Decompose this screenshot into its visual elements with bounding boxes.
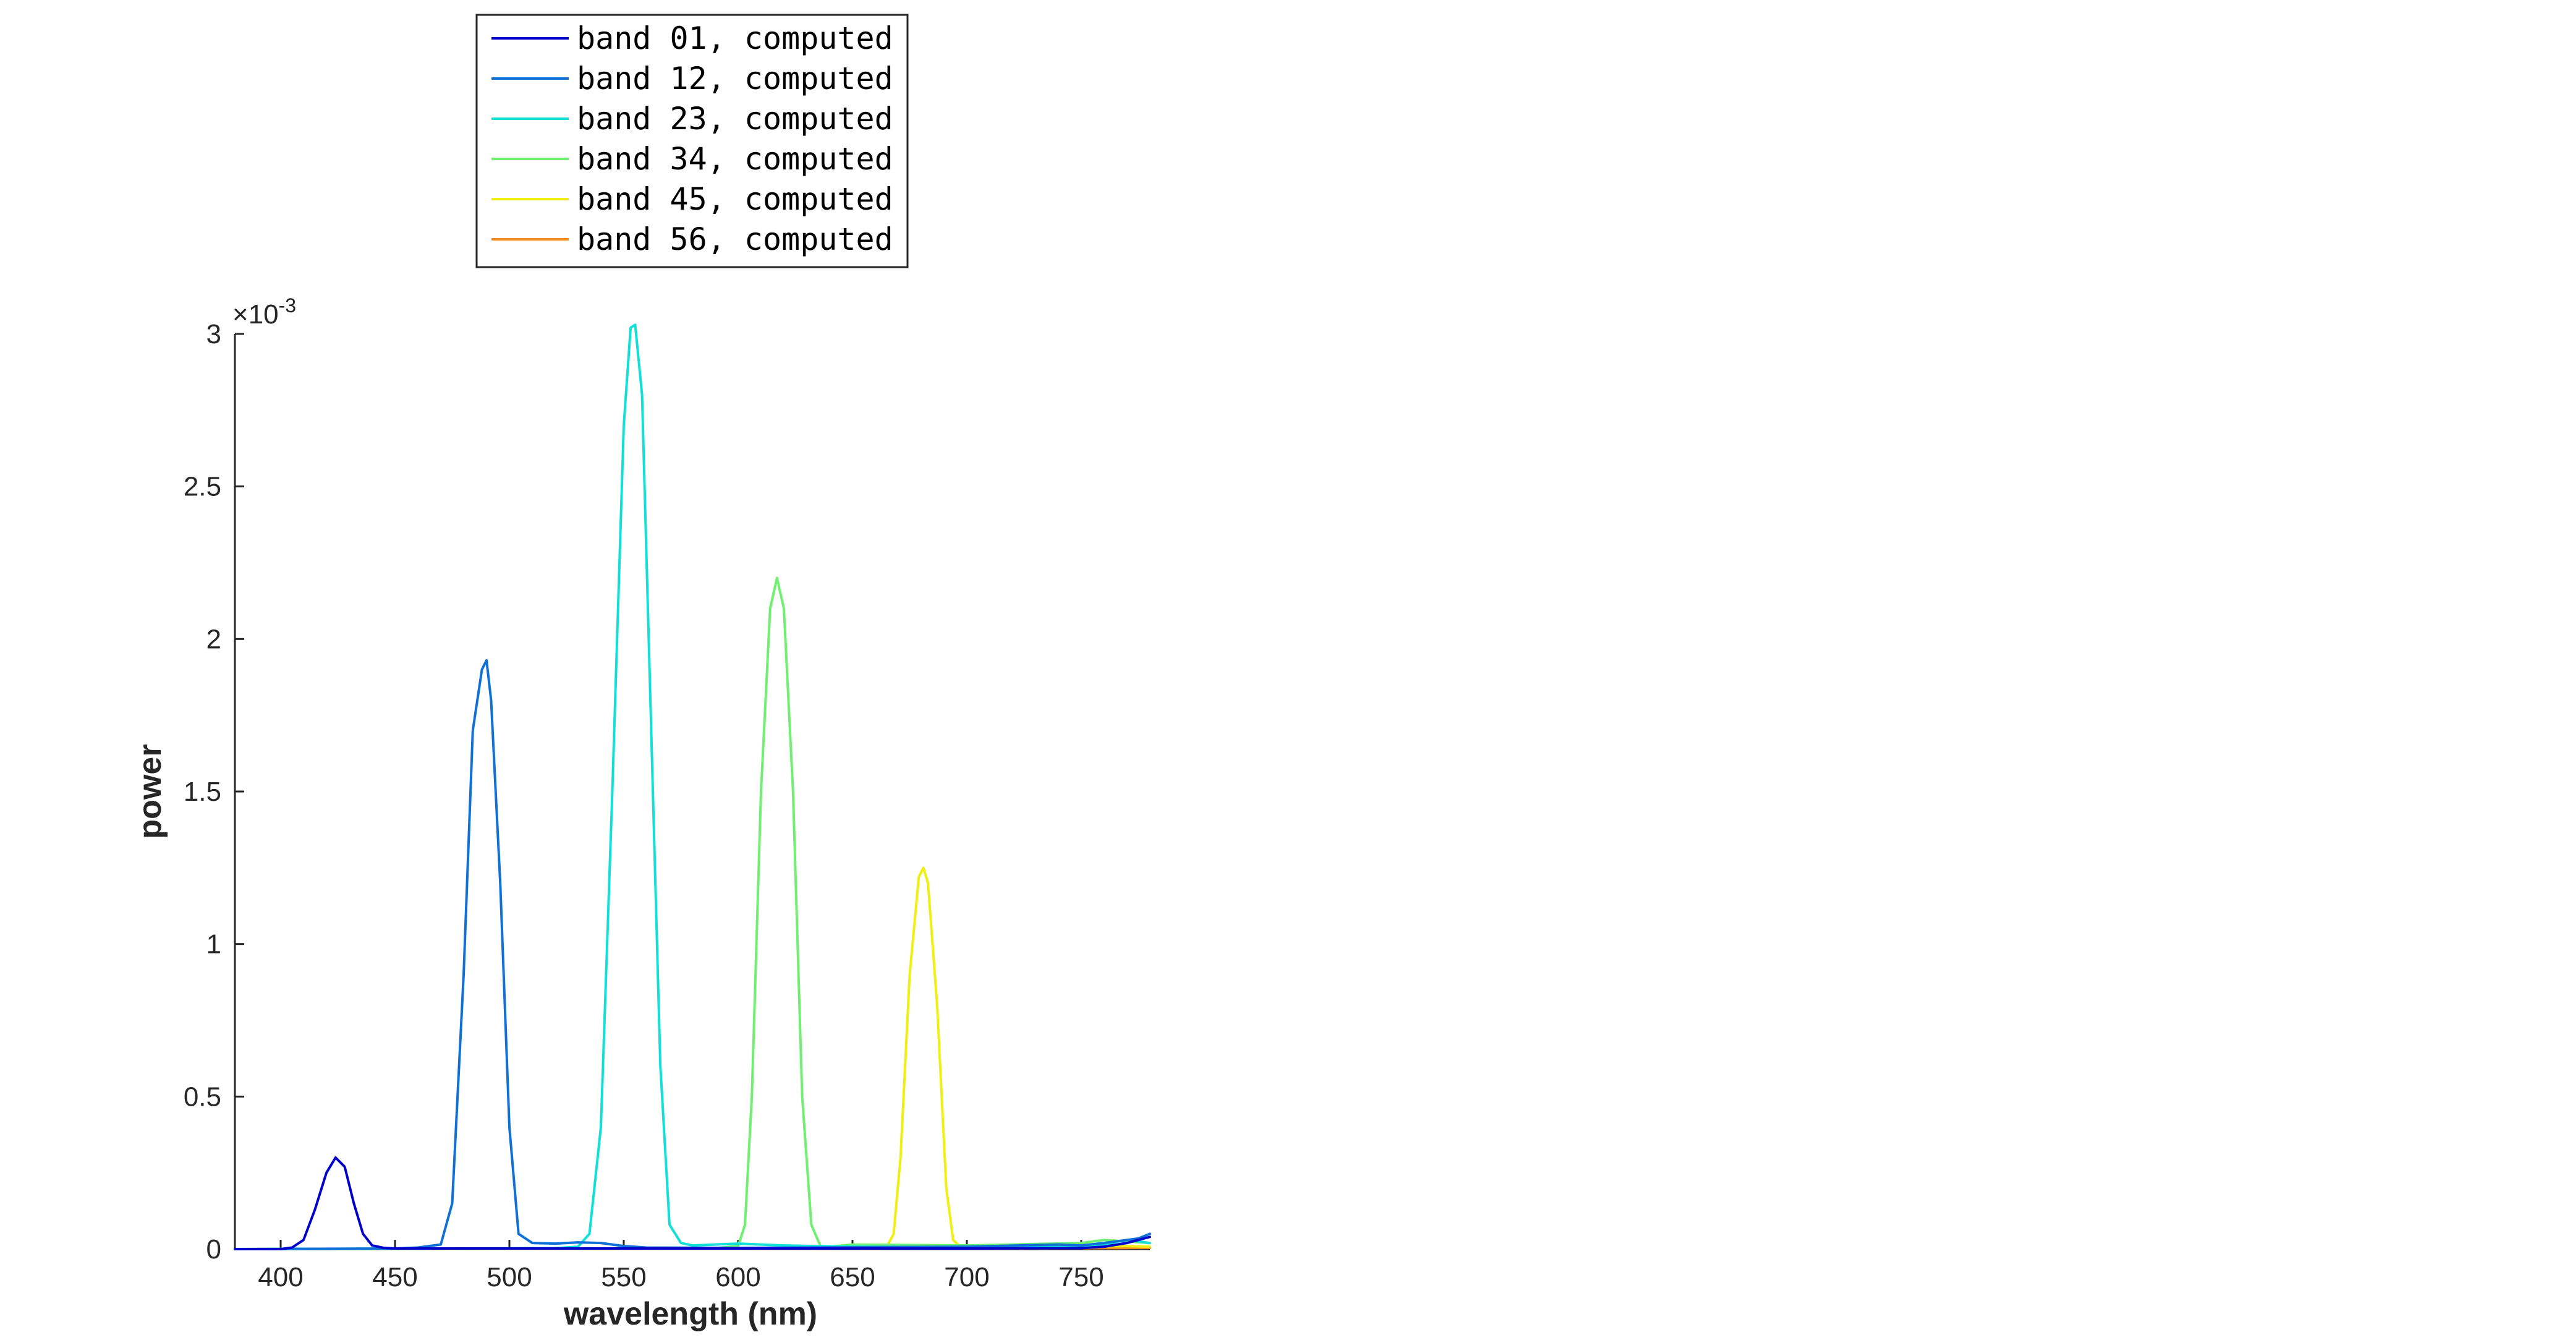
- y-axis-exponent-label: ×10-3: [232, 294, 296, 330]
- series-line: [234, 323, 1151, 1250]
- y-tick-label: 3: [206, 319, 221, 349]
- legend-label: band 34, computed: [577, 141, 893, 177]
- legend-label: band 01, computed: [577, 20, 893, 56]
- y-tick-label: 1: [206, 929, 221, 960]
- y-ticks: 0 0.5 1 1.5 2 2.5 3: [184, 319, 244, 1265]
- x-tick-label: 450: [372, 1262, 417, 1292]
- legend-label: band 45, computed: [577, 181, 893, 217]
- y-tick-label: 2: [206, 624, 221, 654]
- x-tick-label: 700: [944, 1262, 989, 1292]
- x-tick-label: 400: [258, 1262, 303, 1292]
- legend-items: band 01, computed band 12, computed band 2…: [491, 20, 893, 257]
- x-tick-label: 500: [487, 1262, 532, 1292]
- y-tick-label: 2.5: [184, 472, 221, 502]
- axes: 400 450 500 550 600 650 700 750 0 0.5 1 1.5 2 2.5 3: [184, 319, 1150, 1292]
- y-tick-label: 0: [206, 1234, 221, 1265]
- y-tick-label: 1.5: [184, 777, 221, 807]
- series-line: [234, 659, 1151, 1250]
- x-ticks: 400 450 500 550 600 650 700 750: [258, 1240, 1104, 1292]
- legend-label: band 56, computed: [577, 221, 893, 257]
- x-tick-label: 650: [830, 1262, 875, 1292]
- x-axis-title: wavelength (nm): [563, 1296, 817, 1332]
- legend-label: band 23, computed: [577, 101, 893, 137]
- legend-label: band 12, computed: [577, 61, 893, 96]
- series-lines: [234, 323, 1151, 1250]
- x-tick-label: 550: [601, 1262, 646, 1292]
- series-line: [234, 1156, 1151, 1250]
- series-line: [234, 576, 1151, 1250]
- x-tick-label: 600: [715, 1262, 760, 1292]
- y-axis-title: power: [132, 744, 168, 839]
- x-tick-label: 750: [1058, 1262, 1103, 1292]
- y-tick-label: 0.5: [184, 1082, 221, 1112]
- legend: band 01, computed band 12, computed band 2…: [475, 14, 909, 268]
- legend-box: [475, 14, 909, 268]
